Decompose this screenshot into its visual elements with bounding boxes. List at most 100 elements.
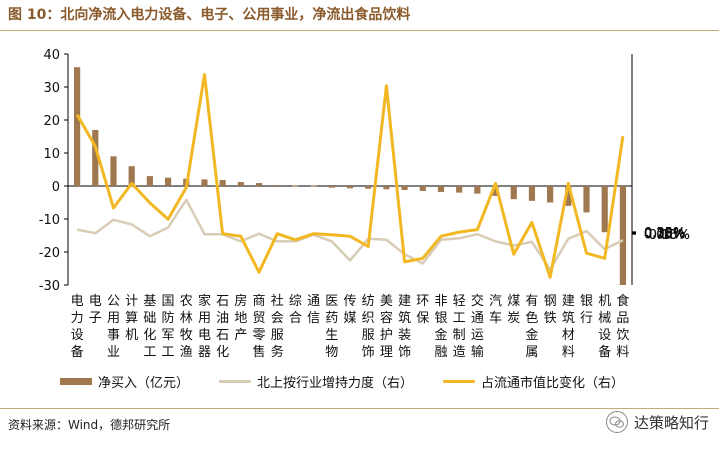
line-float-cap-ratio-change xyxy=(75,73,625,279)
y-left-tick-label: 40 xyxy=(43,48,60,63)
x-tick-label: 交通运输 xyxy=(471,293,484,360)
watermark: 达策略知行 xyxy=(605,411,709,433)
legend-label: 北上按行业增持力度（右） xyxy=(257,376,414,391)
bar-食品饮料 xyxy=(619,186,626,285)
bar-有色金属 xyxy=(528,186,536,201)
bar-商贸零售 xyxy=(255,183,263,186)
chart-frame xyxy=(67,54,633,285)
legend-label: 占流通市值比变化（右） xyxy=(481,376,625,391)
x-tick-label: 有色金属 xyxy=(525,294,538,360)
x-tick-label: 煤炭 xyxy=(507,294,520,326)
legend-item-line1: 北上按行业增持力度（右） xyxy=(219,372,413,391)
y-right-tick-label: -0.05% xyxy=(644,228,690,243)
bar-纺织服饰 xyxy=(365,186,372,189)
legend-item-bars: 净买入（亿元） xyxy=(60,372,189,391)
x-tick-label: 建筑装饰 xyxy=(398,294,411,360)
bar-家用电器 xyxy=(201,179,208,186)
y-right-tick-label: 0.15% xyxy=(644,227,685,242)
bar-电子 xyxy=(92,129,99,186)
y-right-tick-label: 0.20% xyxy=(644,227,685,242)
bar-机械设备 xyxy=(601,186,608,233)
bar-社会服务 xyxy=(274,185,281,187)
y-right-tick-label: 0.05% xyxy=(644,227,685,242)
x-tick-label: 社会服务 xyxy=(271,293,284,360)
y-right-tick-label: 0.25% xyxy=(644,226,685,241)
bar-公用事业 xyxy=(110,156,117,186)
bar-国防军工 xyxy=(164,177,172,186)
y-left-tick-label: -20 xyxy=(39,246,60,261)
legend-line-swatch xyxy=(443,380,476,383)
y-right-tick-label: 0.10% xyxy=(644,227,685,242)
watermark-text: 达策略知行 xyxy=(633,413,709,432)
x-tick-label: 机械设备 xyxy=(598,294,611,360)
x-tick-label: 国防军工 xyxy=(162,294,175,360)
x-tick-label: 基础化工 xyxy=(143,294,156,360)
chart: -30 -20 -10 0 10 20 30 40 -0.10%-0.05%0.00%0.05… xyxy=(39,48,690,360)
wechat-icon xyxy=(605,411,628,433)
x-tick-label: 钢铁 xyxy=(544,294,557,326)
y-right-tick-label: 0.35% xyxy=(644,226,685,241)
x-tick-label: 通信 xyxy=(307,294,320,326)
x-tick-label: 环保 xyxy=(416,294,429,326)
bar-汽车 xyxy=(492,186,499,196)
x-tick-label: 非银金融 xyxy=(434,294,447,360)
bar-建筑材料 xyxy=(565,186,572,206)
bar-房地产 xyxy=(237,182,244,186)
chart-title: 图 10：北向净流入电力设备、电子、公用事业，净流出食品饮料 xyxy=(8,7,411,23)
bar-计算机 xyxy=(128,166,135,186)
legend-bar-swatch xyxy=(60,378,92,385)
x-tick-label: 轻工制造 xyxy=(453,294,466,360)
bar-建筑装饰 xyxy=(401,186,408,190)
y-left-tick-label: 20 xyxy=(43,114,60,129)
bar-传媒 xyxy=(346,186,354,189)
bar-银行 xyxy=(583,186,590,213)
bar-环保 xyxy=(419,186,426,191)
x-tick-label: 建筑材料 xyxy=(562,294,575,360)
legend-item-line2: 占流通市值比变化（右） xyxy=(443,372,624,391)
y-left-tick-label: -30 xyxy=(39,279,60,294)
y-left-tick-label: 10 xyxy=(43,147,60,162)
source-note: 资料来源：Wind，德邦研究所 xyxy=(8,418,171,432)
bar-通信 xyxy=(310,185,317,187)
line-series xyxy=(75,73,625,279)
legend-label: 净买入（亿元） xyxy=(98,376,190,391)
bar-美容护理 xyxy=(383,186,390,190)
x-tick-label: 电力设备 xyxy=(71,294,84,360)
x-tick-label: 传媒 xyxy=(343,294,356,326)
title-divider xyxy=(0,30,719,31)
x-tick-label: 农林牧渔 xyxy=(180,294,193,360)
x-tick-label: 美容护理 xyxy=(380,294,393,360)
x-tick-label: 医药生物 xyxy=(325,294,338,360)
bar-电力设备 xyxy=(74,67,81,186)
x-tick-label: 纺织服饰 xyxy=(362,294,375,360)
bar-钢铁 xyxy=(547,186,554,203)
y-left-tick-label: -10 xyxy=(39,213,60,228)
x-tick-label: 家用电器 xyxy=(198,293,211,360)
x-tick-label: 商贸零售 xyxy=(253,294,266,360)
y-right-tick-label: -0.10% xyxy=(644,228,690,243)
legend: 净买入（亿元） 北上按行业增持力度（右） 占流通市值比变化（右） xyxy=(60,372,700,391)
x-tick-label: 综合 xyxy=(289,294,302,326)
bar-医药生物 xyxy=(328,186,335,188)
x-tick-label: 房地产 xyxy=(234,293,247,343)
x-axis-labels: 电力设备电子公用事业计算机基础化工国防军工农林牧渔家用电器石油石化房地产商贸零售… xyxy=(71,293,630,360)
y-left-tick-label: 30 xyxy=(43,81,60,96)
bar-series xyxy=(74,67,626,285)
x-tick-label: 石油石化 xyxy=(216,294,229,360)
y-right-tick-label: 0.00% xyxy=(644,228,685,243)
x-tick-label: 公用事业 xyxy=(107,294,120,360)
x-tick-label: 银行 xyxy=(580,294,593,326)
y-axis-left-labels: -30 -20 -10 0 10 20 30 40 xyxy=(39,48,68,294)
bar-轻工制造 xyxy=(456,186,463,193)
x-tick-label: 汽车 xyxy=(489,294,502,326)
x-tick-label: 电子 xyxy=(89,294,102,326)
y-right-tick-label: 0.30% xyxy=(644,226,685,241)
bar-基础化工 xyxy=(146,176,153,186)
bar-非银金融 xyxy=(437,186,445,192)
legend-line-swatch xyxy=(219,380,252,383)
bar-综合 xyxy=(292,185,299,187)
line-increase-strength xyxy=(76,198,624,271)
x-tick-label: 计算机 xyxy=(125,294,138,343)
bar-交通运输 xyxy=(474,186,481,194)
bar-石油石化 xyxy=(219,180,226,186)
